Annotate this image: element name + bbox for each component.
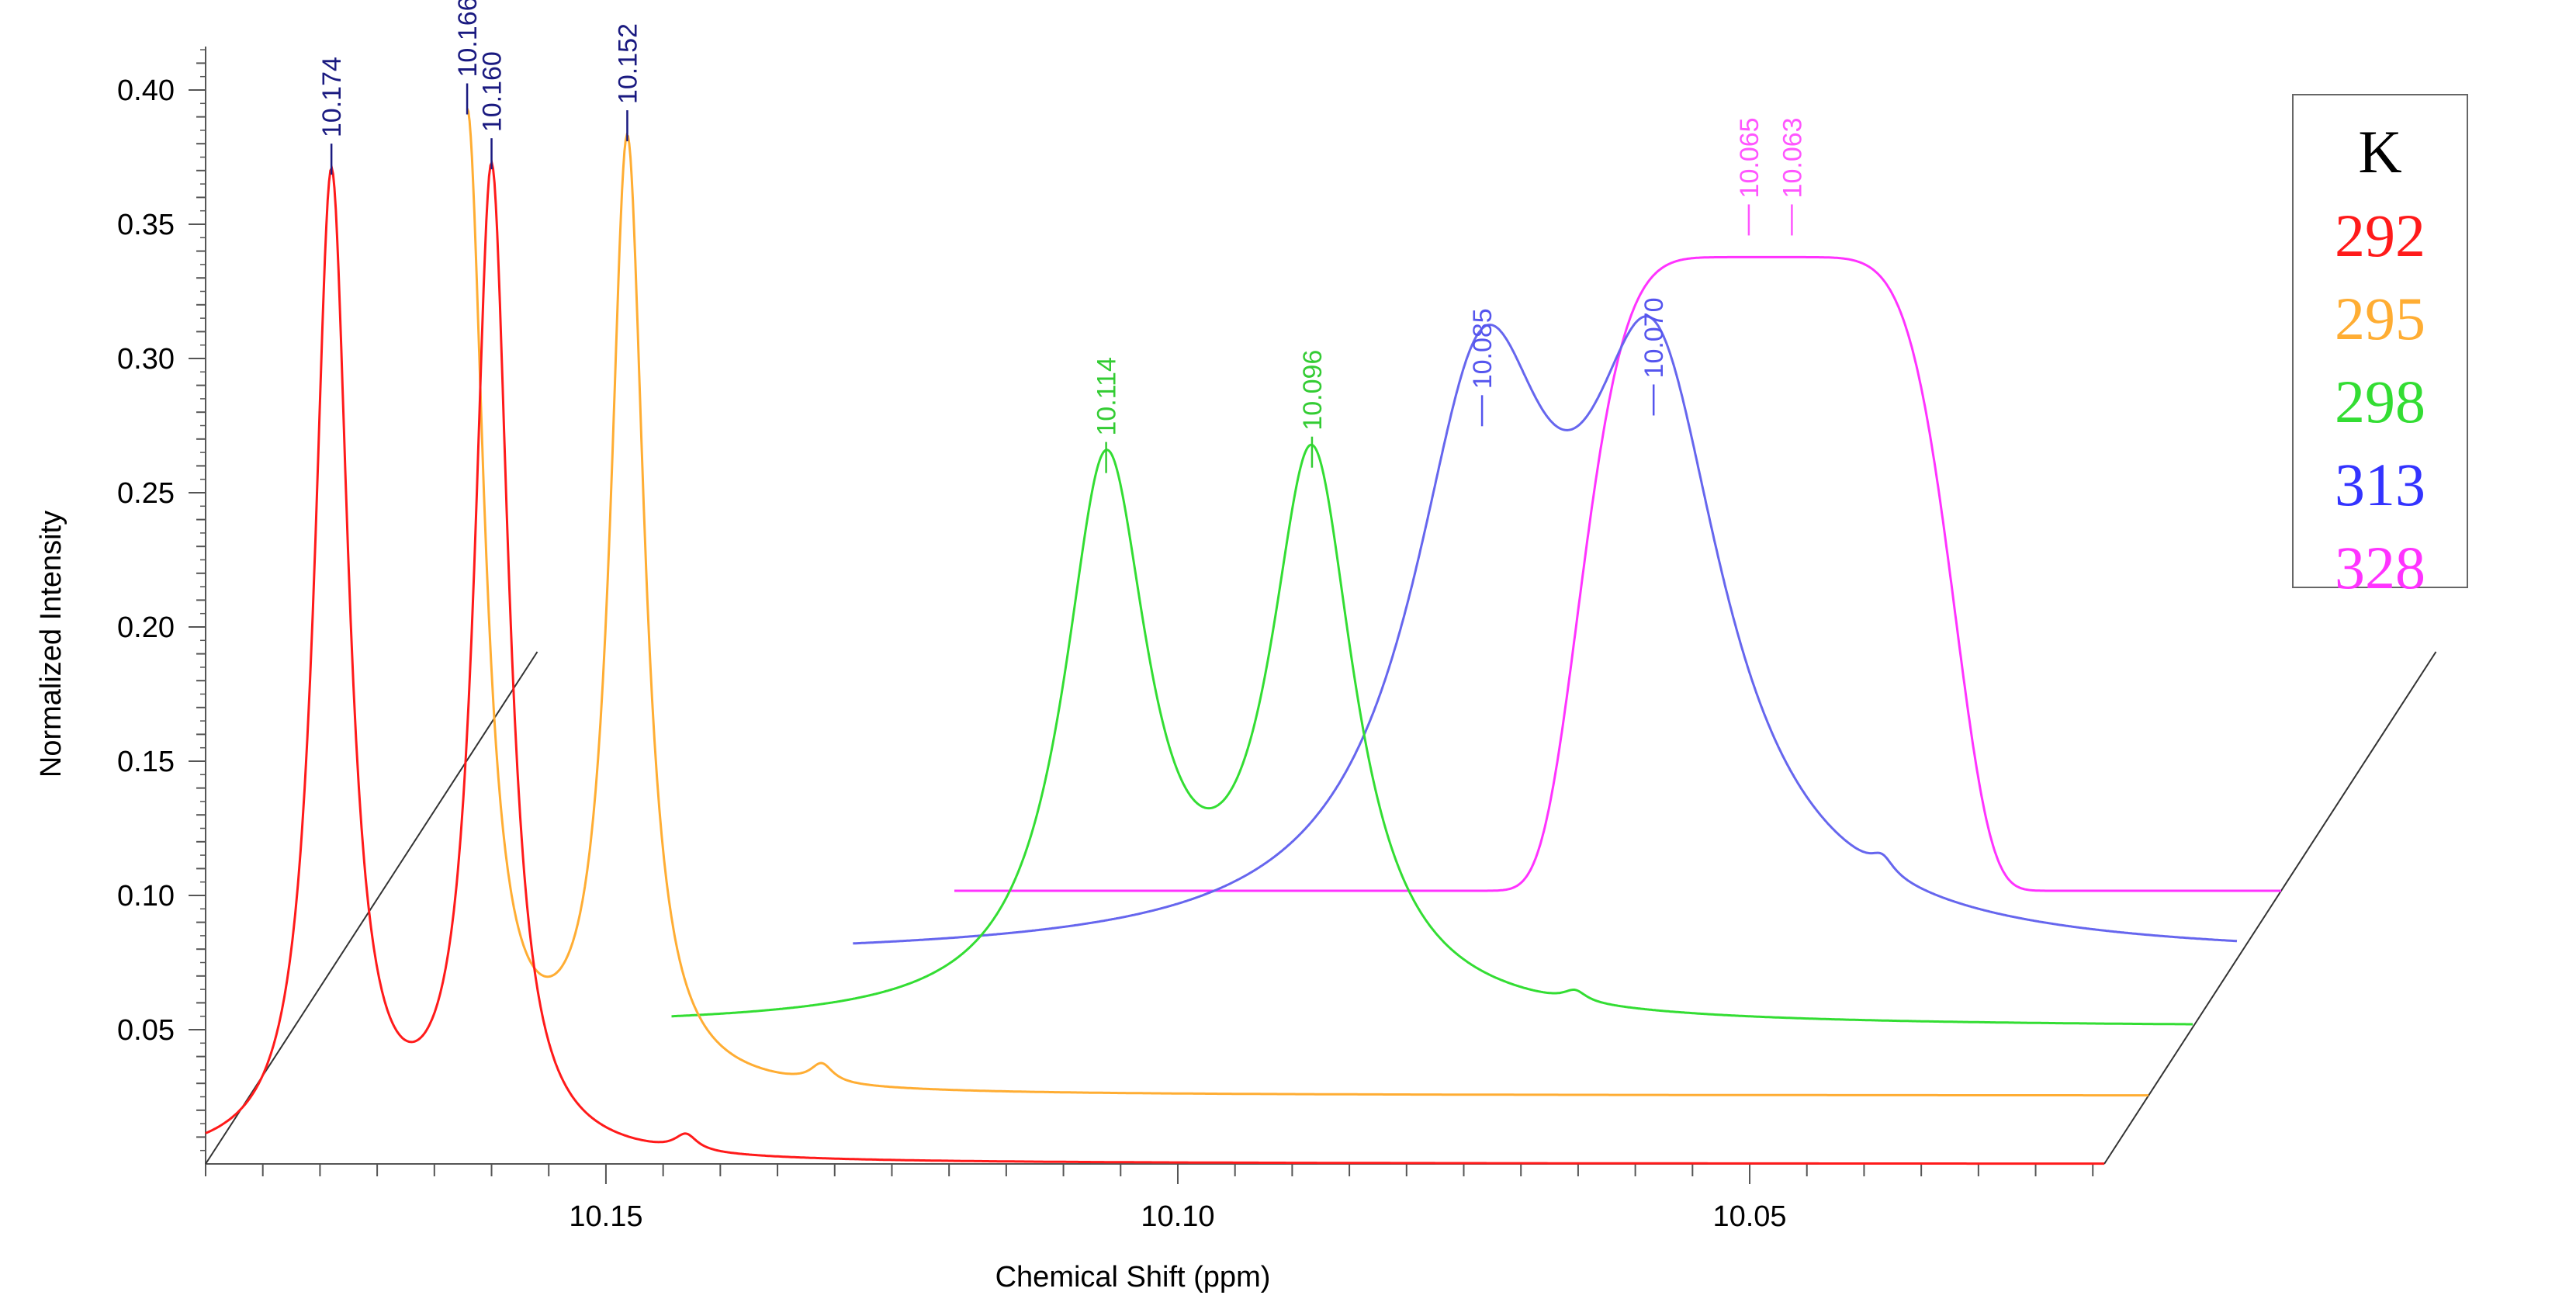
y-tick-label: 0.15 xyxy=(117,746,175,778)
legend-entry-292: 292 xyxy=(2335,202,2425,269)
x-tick-label: 10.15 xyxy=(569,1200,642,1233)
depth-floor xyxy=(206,652,2436,1164)
peak-labels: 10.065 10.063 10.085 10.070 10.114 10.096 10.1… xyxy=(317,0,1807,473)
x-tick-label: 10.05 xyxy=(1712,1200,1786,1233)
y-axis-title: Normalized Intensity xyxy=(35,511,68,777)
y-tick-label: 0.35 xyxy=(117,209,175,241)
peak-label: 10.114 xyxy=(1092,357,1122,435)
legend-entry-298: 298 xyxy=(2335,368,2425,435)
peak-label: 10.070 xyxy=(1639,297,1669,378)
legend-entry-328: 328 xyxy=(2335,534,2425,601)
peak-label: 10.152 xyxy=(613,23,642,104)
y-tick-label: 0.20 xyxy=(117,611,175,644)
x-axis-title: Chemical Shift (ppm) xyxy=(995,1261,1271,1293)
spectrum-line-298 xyxy=(672,445,2193,1024)
depth-line-left xyxy=(206,652,538,1164)
x-tick-label: 10.10 xyxy=(1141,1200,1214,1233)
peak-label: 10.085 xyxy=(1468,308,1497,389)
legend-entry-295: 295 xyxy=(2335,285,2425,352)
peak-label: 10.065 xyxy=(1735,117,1764,198)
peak-label: 10.063 xyxy=(1778,117,1807,198)
peak-label: 10.160 xyxy=(478,51,507,132)
legend-title: K xyxy=(2358,118,2401,185)
y-tick-label: 0.25 xyxy=(117,477,175,510)
nmr-stacked-chart: 0.05 0.10 0.15 0.20 0.25 0.30 0.35 0.40 10.15 10.… xyxy=(0,0,2576,1316)
spectra xyxy=(206,109,2281,1164)
spectrum-line-313 xyxy=(853,317,2237,944)
legend: K 292 295 298 313 328 xyxy=(2293,95,2467,601)
depth-line-right xyxy=(2104,652,2436,1164)
legend-entry-313: 313 xyxy=(2335,451,2425,518)
spectrum-line-295 xyxy=(467,109,2148,1096)
y-tick-label: 0.30 xyxy=(117,343,175,376)
axes: 0.05 0.10 0.15 0.20 0.25 0.30 0.35 0.40 10.15 10.… xyxy=(117,47,2104,1233)
peak-label: 10.096 xyxy=(1298,350,1328,431)
y-tick-label: 0.05 xyxy=(117,1014,175,1047)
y-tick-label: 0.40 xyxy=(117,74,175,107)
peak-label: 10.174 xyxy=(317,57,347,137)
y-tick-label: 0.10 xyxy=(117,880,175,913)
